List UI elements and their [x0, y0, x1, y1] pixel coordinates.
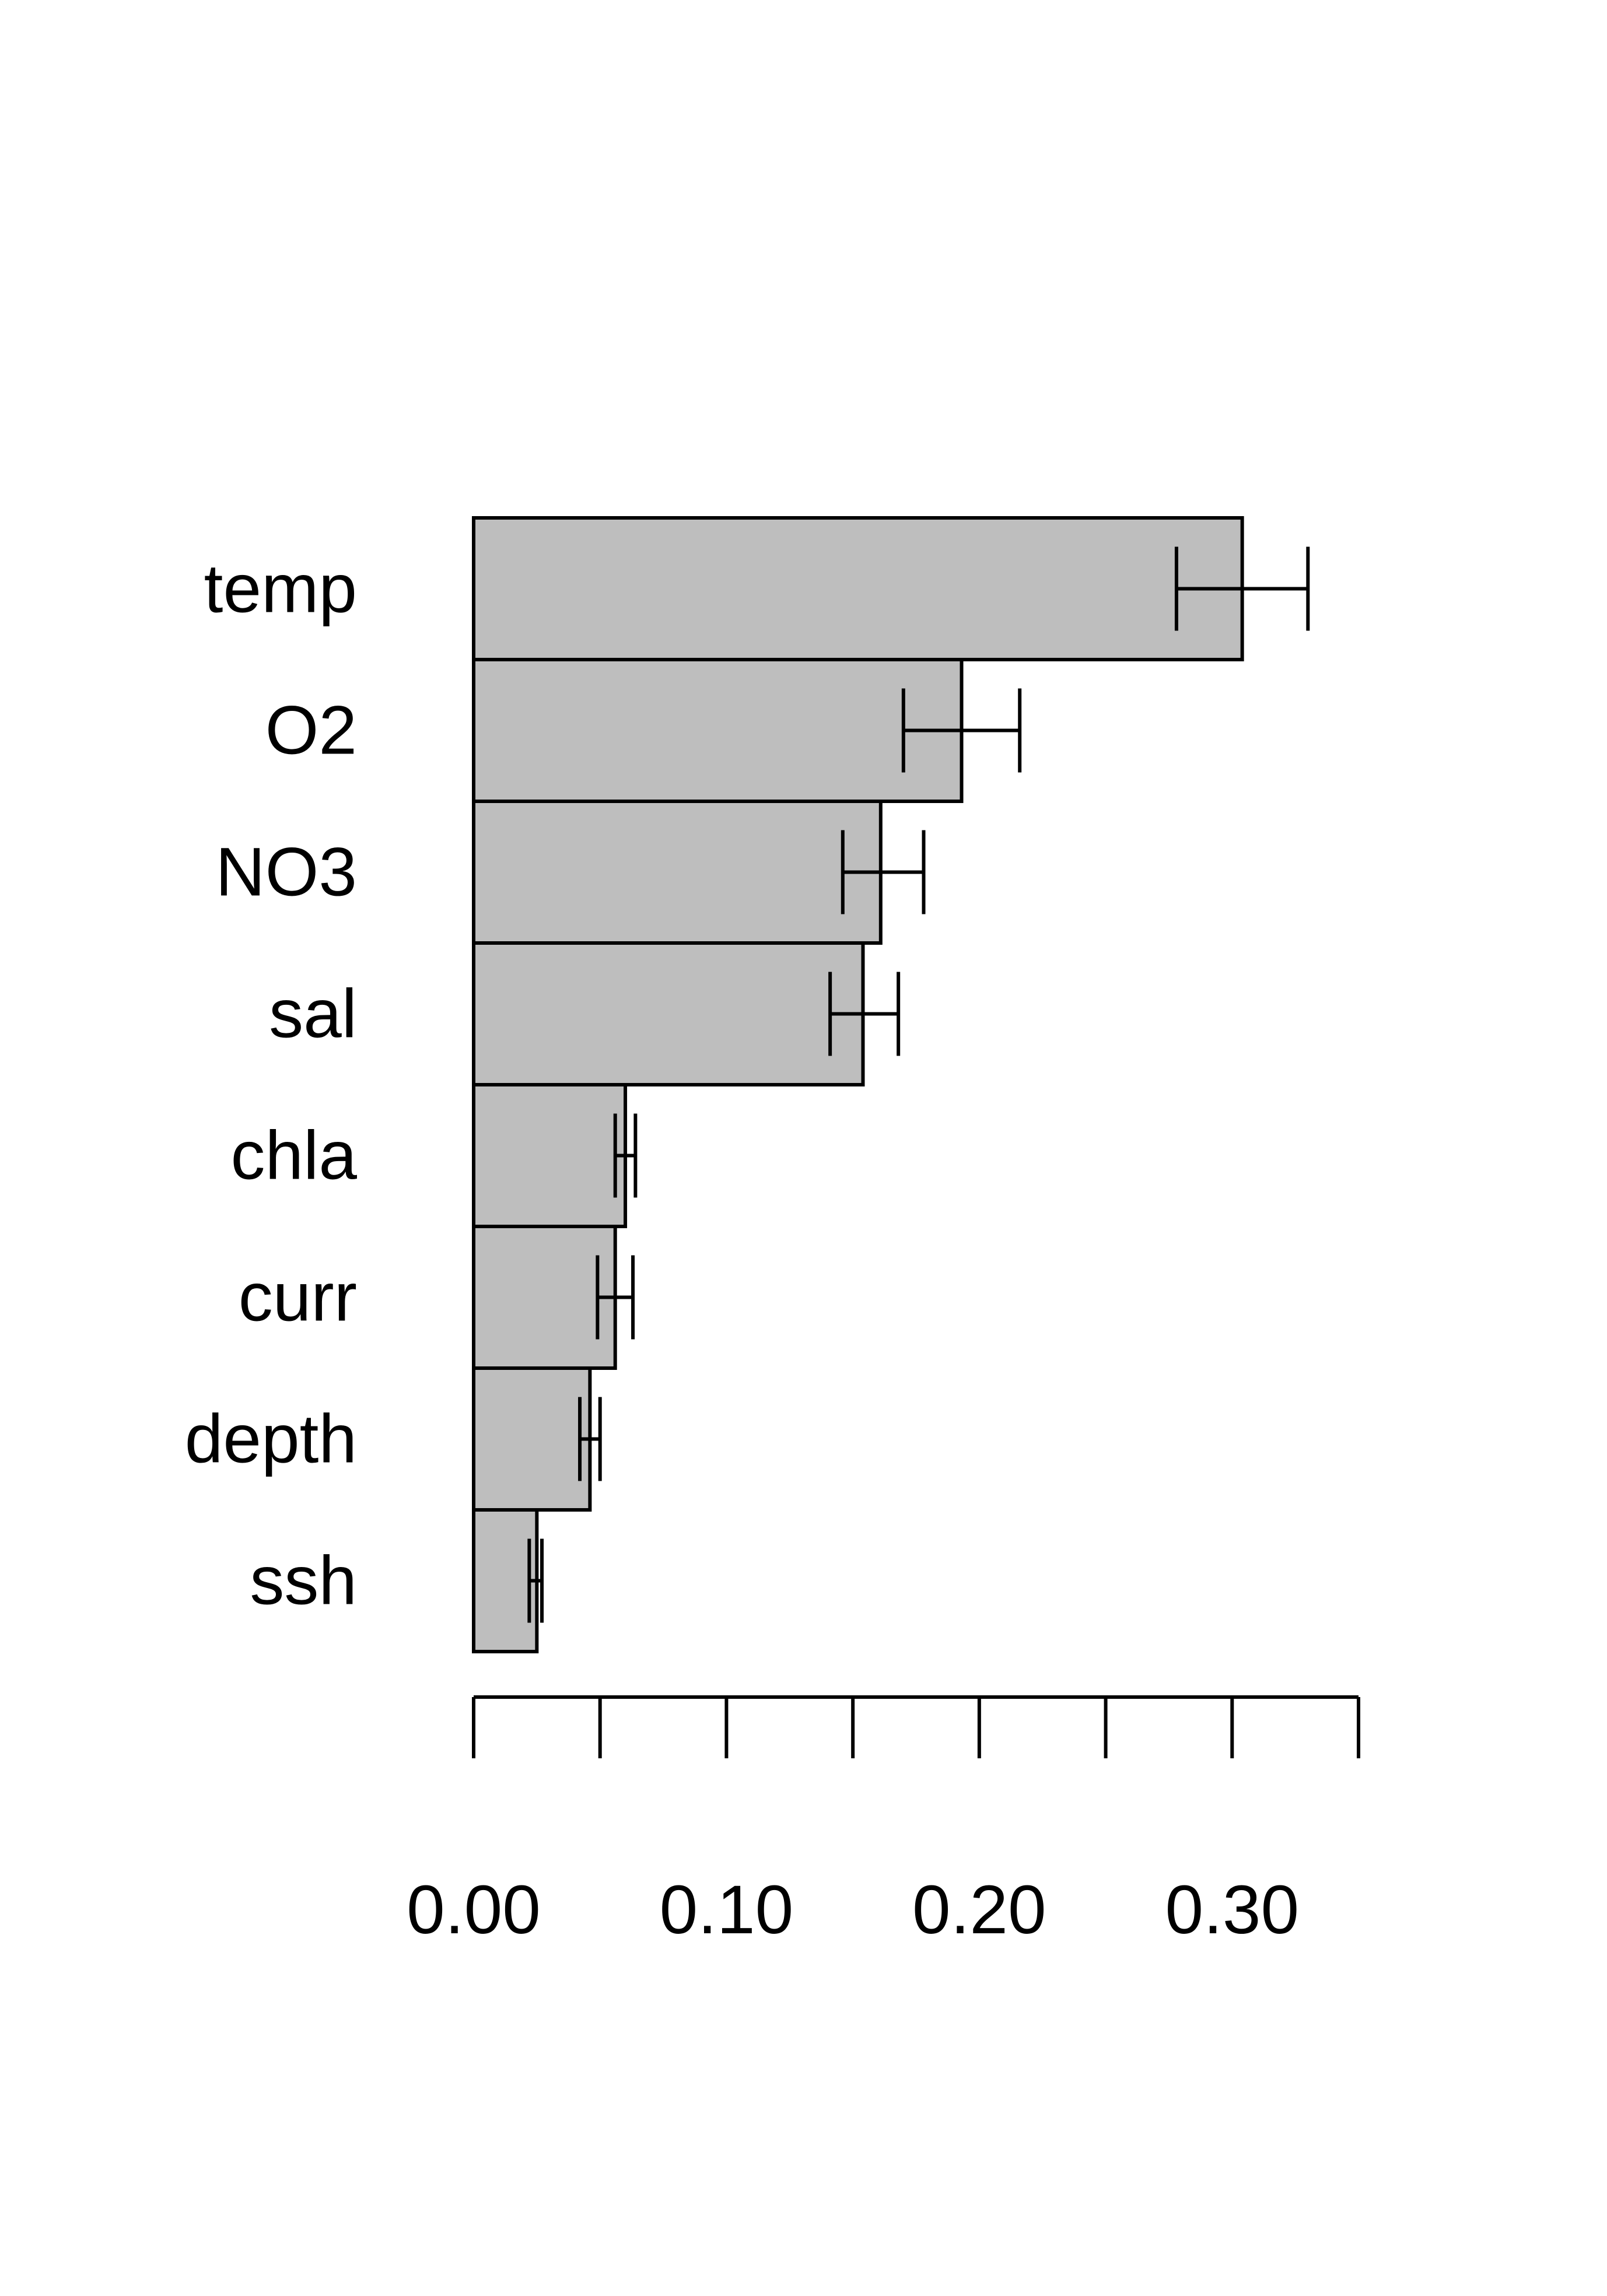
bar-chla	[472, 1083, 628, 1228]
error-bar-curr	[596, 1255, 635, 1340]
bars-group	[472, 516, 1244, 1653]
error-bar-o2	[901, 688, 1022, 773]
category-label-ssh: ssh	[250, 1543, 357, 1620]
error-bars-group	[527, 546, 1310, 1623]
bar-depth	[472, 1366, 592, 1512]
x-tick-label-0: 0.00	[407, 1871, 541, 1948]
category-label-o2: O2	[265, 692, 357, 769]
category-label-curr: curr	[239, 1259, 357, 1336]
category-label-chla: chla	[231, 1117, 358, 1194]
x-tick-label-2: 0.20	[912, 1871, 1046, 1948]
error-bar-depth	[578, 1397, 602, 1481]
bar-ssh	[472, 1508, 539, 1653]
x-axis: 0.00 0.10 0.20 0.30	[407, 1695, 1360, 1948]
x-tick-label-3: 0.30	[1165, 1871, 1299, 1948]
error-bar-ssh	[527, 1538, 544, 1623]
category-label-sal: sal	[269, 976, 357, 1053]
bar-temp	[472, 516, 1244, 661]
category-label-depth: depth	[185, 1401, 357, 1478]
error-bar-chla	[613, 1113, 638, 1198]
bar-no3	[472, 800, 883, 945]
bar-o2	[472, 658, 964, 803]
error-bar-sal	[828, 972, 901, 1056]
category-label-temp: temp	[204, 551, 357, 628]
bar-curr	[472, 1225, 617, 1370]
category-label-no3: NO3	[215, 834, 357, 911]
error-bar-no3	[841, 830, 926, 914]
error-bar-temp	[1174, 546, 1310, 631]
category-labels-group: temp O2 NO3 sal chla curr depth ssh	[185, 551, 358, 1620]
x-tick-label-1: 0.10	[660, 1871, 794, 1948]
bar-sal	[472, 941, 865, 1086]
